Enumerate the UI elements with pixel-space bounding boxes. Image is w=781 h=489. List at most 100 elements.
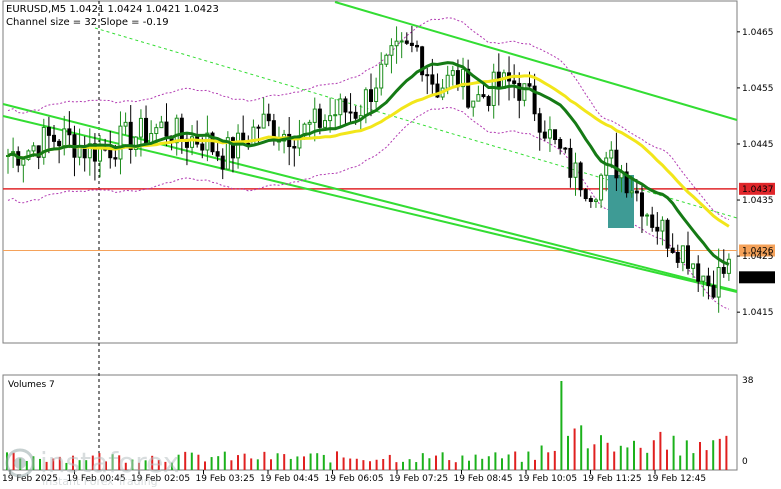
candle-body xyxy=(650,214,655,228)
candle-body xyxy=(62,128,67,147)
candle-body xyxy=(445,74,450,89)
candle-body xyxy=(266,113,271,122)
candle-body xyxy=(57,140,62,147)
channel-indicator-label: Channel size = 32 Slope = -0.19 xyxy=(6,17,169,28)
candle-body xyxy=(568,147,573,178)
candle-body xyxy=(558,139,563,149)
candle-body xyxy=(36,145,41,158)
candle-body xyxy=(256,126,261,129)
candle-body xyxy=(67,128,72,136)
candle-body xyxy=(716,267,721,298)
candle-body xyxy=(174,117,179,144)
candle-body xyxy=(645,214,650,217)
candle-body xyxy=(680,245,685,263)
price-tick-label: 1.0465 xyxy=(742,28,774,38)
candle-body xyxy=(461,68,466,88)
candle-body xyxy=(307,121,312,125)
candle-body xyxy=(655,226,660,232)
candle-body xyxy=(322,120,327,128)
candle-body xyxy=(435,83,440,98)
price-tick-label: 1.0435 xyxy=(742,196,774,206)
time-tick-label: 19 Feb 03:25 xyxy=(196,474,255,484)
watermark-logo-icon xyxy=(5,448,35,478)
channel-lower-line xyxy=(2,103,738,292)
candle-body xyxy=(593,199,598,202)
time-tick-label: 19 Feb 10:05 xyxy=(518,474,577,484)
chart-symbol: EURUSD,M5 1.0421 1.0424 1.0421 1.0423 xyxy=(6,4,219,15)
price-level-tag xyxy=(739,182,775,195)
candle-body xyxy=(517,82,522,101)
time-tick-label: 19 Feb 00:45 xyxy=(67,474,126,484)
current-price-tag xyxy=(739,271,775,284)
candle-body xyxy=(133,136,138,150)
candle-body xyxy=(363,89,368,117)
volume-tick-label: 38 xyxy=(742,376,754,386)
candle-body xyxy=(415,44,420,48)
time-axis: 19 Feb 2025 19 Feb 00:45 19 Feb 02:05 19 Fe… xyxy=(2,470,706,484)
candle-body xyxy=(190,136,195,148)
candle-body xyxy=(179,117,184,140)
candle-body xyxy=(98,147,103,162)
time-tick-label: 19 Feb 02:05 xyxy=(131,474,190,484)
time-tick-label: 19 Feb 08:45 xyxy=(454,474,513,484)
candle-body xyxy=(113,157,118,160)
candle-body xyxy=(665,219,670,249)
price-tick-label: 1.0455 xyxy=(742,84,774,94)
volume-axis: 38 0 xyxy=(742,376,754,467)
candle-body xyxy=(328,115,333,122)
price-level-label: 1.0426 xyxy=(742,246,774,256)
candle-body xyxy=(317,108,322,128)
candle-body xyxy=(46,126,51,136)
candle-body xyxy=(399,40,404,43)
candle-body xyxy=(251,126,256,146)
candle-body xyxy=(292,146,297,149)
candle-body xyxy=(409,42,414,46)
candle-body xyxy=(159,121,164,129)
candle-body xyxy=(614,149,619,179)
candle-body xyxy=(522,83,527,101)
candle-body xyxy=(466,68,471,108)
candle-body xyxy=(701,275,706,282)
candle-body xyxy=(215,151,220,157)
candle-body xyxy=(138,117,143,138)
candle-body xyxy=(21,158,26,166)
candle-body xyxy=(726,258,731,274)
candle-body xyxy=(108,149,113,159)
candle-body xyxy=(343,98,348,113)
candle-body xyxy=(128,121,133,150)
candle-body xyxy=(660,219,665,232)
candle-body xyxy=(588,198,593,202)
candle-body xyxy=(118,125,123,160)
candle-body xyxy=(721,267,726,274)
volume-tick-label: 0 xyxy=(742,457,748,467)
candle-body xyxy=(696,263,701,282)
candle-body xyxy=(604,157,609,176)
candle-body xyxy=(164,121,169,137)
candle-body xyxy=(685,245,690,269)
candle-body xyxy=(348,111,353,114)
time-tick-label: 19 Feb 2025 xyxy=(2,474,58,484)
candle-body xyxy=(312,108,317,123)
candle-body xyxy=(31,145,36,152)
candle-body xyxy=(573,162,578,178)
candle-body xyxy=(711,285,716,298)
candle-body xyxy=(287,133,292,148)
candle-body xyxy=(670,247,675,253)
candle-body xyxy=(225,137,230,170)
entry-zone-highlight xyxy=(608,175,634,228)
candle-body xyxy=(425,74,430,77)
candle-body xyxy=(384,54,389,65)
candle-body xyxy=(563,147,568,150)
candle-body xyxy=(394,40,399,47)
candle-body xyxy=(154,127,159,135)
candle-body xyxy=(353,111,358,119)
candle-body xyxy=(123,121,128,127)
candle-body xyxy=(52,134,57,142)
candle-body xyxy=(379,63,384,89)
candle-body xyxy=(261,113,266,129)
candle-body xyxy=(41,126,46,158)
price-tick-label: 1.0445 xyxy=(742,140,774,150)
candle-body xyxy=(420,46,425,76)
candle-body xyxy=(512,80,517,84)
